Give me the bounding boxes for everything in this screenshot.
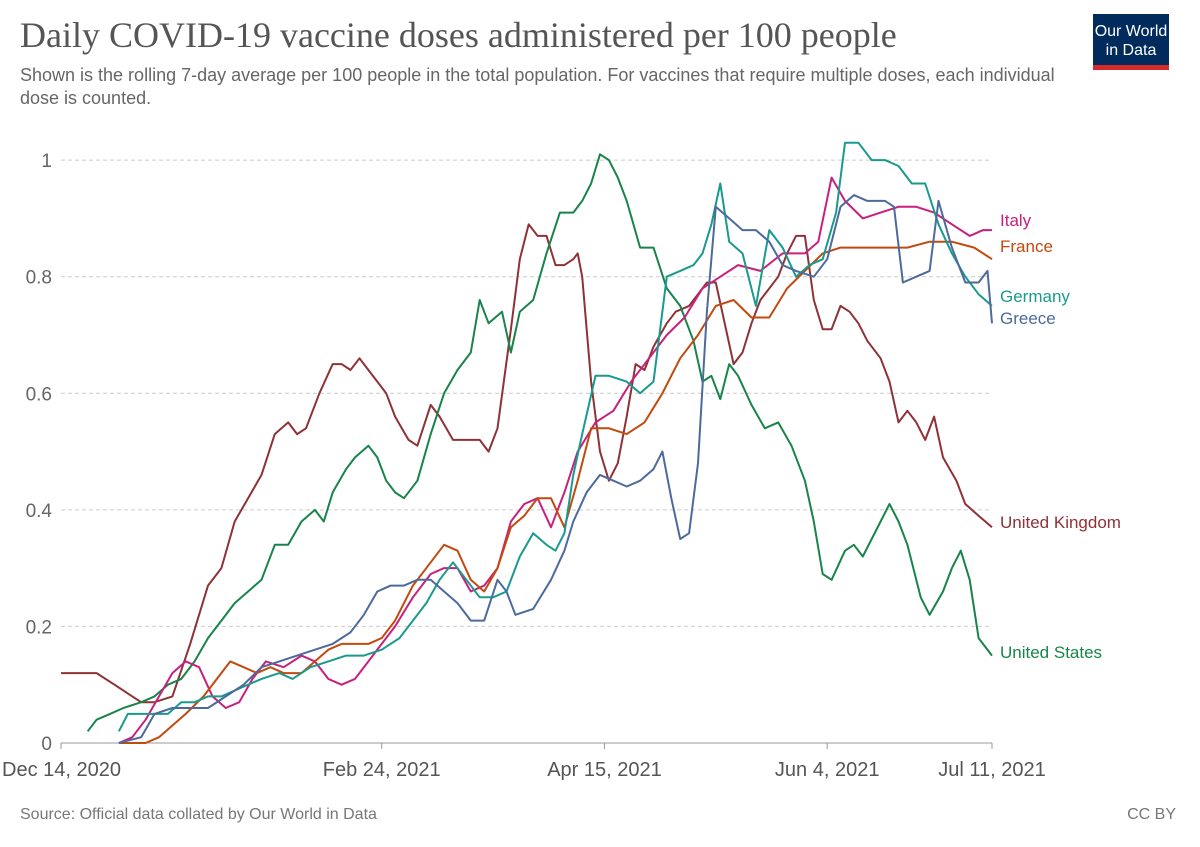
x-tick-label: Jun 4, 2021 [775, 759, 880, 781]
series-line-greece [118, 194, 993, 744]
owid-logo[interactable]: Our World in Data [1093, 14, 1169, 70]
x-tick-label: Jul 11, 2021 [938, 759, 1046, 781]
logo-accent-bar [1093, 65, 1169, 70]
x-tick-label: Dec 14, 2020 [2, 759, 121, 781]
line-chart: 0 0.2 0.4 0.6 0.8 1 Dec 14, 2020 Feb 24, 2021 Ap… [2, 141, 1121, 781]
logo-line-1: Our World [1094, 23, 1168, 40]
series-label-united-states: United States [1000, 643, 1102, 662]
x-tick-label: Feb 24, 2021 [323, 759, 441, 781]
y-tick-label: 0.6 [26, 384, 52, 405]
series-line-germany [118, 141, 993, 732]
series-label-italy: Italy [1000, 211, 1032, 230]
series-label-france: France [1000, 237, 1053, 256]
y-tick-label: 0 [41, 734, 52, 755]
series-label-germany: Germany [1000, 287, 1070, 306]
y-tick-label: 0.4 [26, 501, 53, 522]
y-tick-label: 0.8 [26, 268, 52, 289]
series-label-greece: Greece [1000, 309, 1056, 328]
logo-line-2: in Data [1105, 42, 1157, 59]
chart-subtitle: Shown is the rolling 7-day average per 1… [20, 65, 1055, 108]
x-tick-label: Apr 15, 2021 [547, 759, 662, 781]
y-tick-label: 1 [41, 151, 52, 172]
series-label-united-kingdom: United Kingdom [1000, 513, 1121, 532]
series-line-united-states [86, 153, 993, 732]
source-note: Source: Official data collated by Our Wo… [20, 806, 377, 823]
series-line-united-kingdom [61, 223, 993, 704]
chart-title: Daily COVID-19 vaccine doses administere… [20, 15, 897, 55]
y-tick-label: 0.2 [26, 617, 52, 638]
license-link[interactable]: CC BY [1127, 806, 1176, 823]
series-line-france [118, 240, 993, 744]
